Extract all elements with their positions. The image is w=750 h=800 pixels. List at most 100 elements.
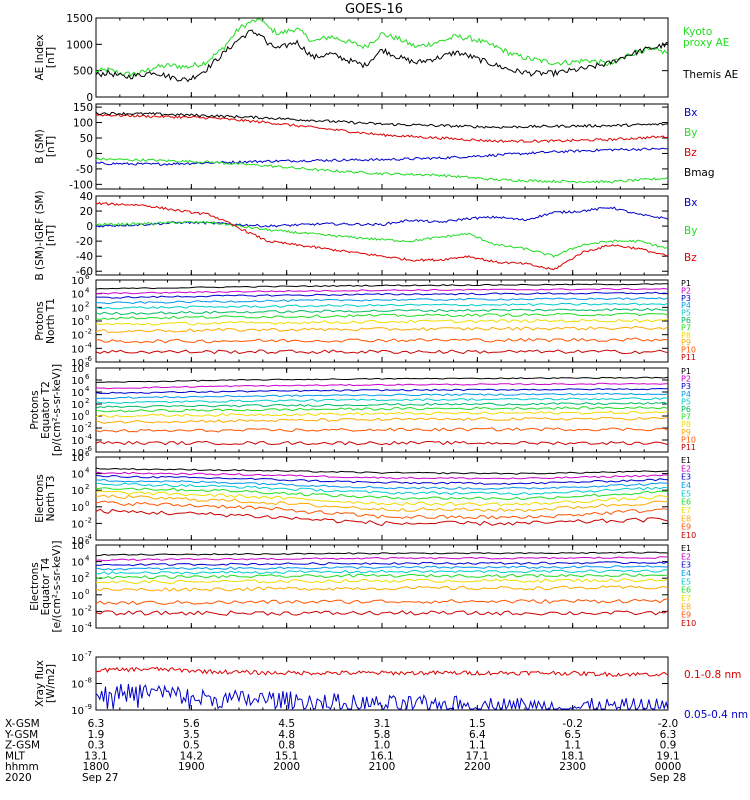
- channel-label: P7: [681, 323, 691, 332]
- plot-title: GOES-16: [345, 2, 403, 17]
- legend-label: By: [684, 127, 697, 139]
- y-tick-label: 10: [71, 503, 84, 514]
- channel-line-E10: [95, 508, 669, 527]
- legend-label: proxy AE: [683, 37, 729, 49]
- legend-label: Bx: [684, 197, 697, 209]
- y-tick-label: 100: [73, 118, 93, 130]
- x-axis-value: 16.1: [370, 750, 393, 762]
- y-tick-label: 10: [71, 290, 84, 301]
- x-axis-value: 0.9: [660, 740, 677, 752]
- y-tick-label: -100: [69, 179, 93, 191]
- x-axis-value: 4.5: [278, 718, 295, 730]
- channel-label: P6: [681, 405, 691, 414]
- x-axis-row-label: 2020: [5, 772, 32, 784]
- x-axis-value: 4.8: [278, 729, 295, 741]
- y-tick-label: 10: [71, 436, 84, 447]
- y-tick-exponent: 6: [85, 538, 90, 546]
- channel-label: E9: [681, 523, 691, 532]
- db-ylabel-line: [nT]: [45, 225, 57, 246]
- y-tick-exponent: -4: [85, 533, 93, 541]
- legend-label: Themis AE: [682, 69, 738, 81]
- channel-line-E9: [95, 500, 669, 520]
- y-tick-label: -50: [76, 164, 93, 176]
- x-axis-row-label: Y-GSM: [4, 729, 38, 741]
- channel-line-E5: [96, 482, 669, 496]
- x-axis-value: 1.5: [469, 718, 486, 730]
- y-tick-exponent: 4: [85, 287, 90, 295]
- x-axis-value: 3.5: [183, 729, 200, 741]
- channel-label: E9: [681, 611, 691, 620]
- channel-line-P7: [96, 406, 669, 413]
- x-axis-value: 19.1: [656, 750, 679, 762]
- x-axis-value: 5.8: [374, 729, 391, 741]
- db-ylabel-line: B (SM)-IGRF (SM): [34, 190, 46, 280]
- y-tick-label: 10: [71, 486, 84, 497]
- x-axis-value: 3.1: [374, 718, 391, 730]
- channel-label: E10: [681, 531, 696, 540]
- channel-line-P2: [95, 382, 669, 390]
- y-tick-exponent: -9: [85, 703, 92, 711]
- channel-label: P10: [681, 435, 696, 444]
- y-tick-exponent: 0: [85, 409, 89, 417]
- channel-line-E5: [96, 569, 669, 575]
- channel-line-E6: [95, 573, 669, 580]
- channel-label: P4: [681, 390, 691, 399]
- x-axis-value: 2300: [559, 761, 586, 773]
- channel-line-E4: [95, 478, 668, 490]
- channel-label: E5: [681, 489, 691, 498]
- y-tick-exponent: 0: [85, 500, 89, 508]
- y-tick-label: 0: [86, 148, 93, 160]
- x-axis-value: 15.1: [275, 750, 298, 762]
- channel-label: E6: [681, 586, 691, 595]
- y-tick-label: 10: [71, 574, 84, 585]
- x-axis-value: Sep 27: [82, 772, 119, 784]
- channel-label: P8: [681, 420, 691, 429]
- ee-ylabel-line: Electrons: [29, 562, 41, 611]
- y-tick-label: 10: [71, 448, 84, 459]
- legend-label: Bz: [684, 147, 697, 159]
- y-tick-label: 10: [71, 400, 84, 411]
- y-tick-label: 500: [73, 66, 93, 78]
- en-ylabel-line: Electrons: [34, 474, 46, 523]
- y-tick-exponent: 8: [85, 361, 89, 369]
- series-line-kyoto-proxy-ae: [95, 18, 669, 77]
- y-tick-exponent: -6: [85, 445, 93, 453]
- channel-line-E8: [95, 494, 669, 513]
- xray-ylabel-line: Xray flux: [34, 660, 46, 707]
- x-axis-row-label: hhmm: [5, 761, 39, 773]
- channel-line-P6: [95, 401, 669, 409]
- y-tick-label: 10: [71, 536, 84, 547]
- channel-line-P1: [95, 283, 669, 290]
- xray-ylabel-line: [W/m2]: [45, 664, 57, 703]
- x-axis-value: 5.6: [183, 718, 200, 730]
- channel-label: P3: [681, 382, 691, 391]
- y-tick-label: 10: [71, 470, 84, 481]
- channel-label: P11: [681, 443, 696, 452]
- channel-label: E7: [681, 594, 691, 603]
- y-tick-label: 50: [80, 133, 93, 145]
- y-tick-exponent: -6: [85, 355, 93, 363]
- y-tick-label: 0: [86, 92, 93, 104]
- y-tick-exponent: -7: [85, 650, 92, 658]
- channel-line-P9: [95, 325, 669, 334]
- y-tick-label: 10: [71, 558, 84, 569]
- y-tick-label: 0: [86, 221, 93, 233]
- channel-line-E9: [95, 598, 669, 606]
- series-line-xray: [95, 666, 669, 678]
- y-tick-label: 10: [71, 607, 84, 618]
- channel-label: P9: [681, 338, 691, 347]
- channel-label: E2: [681, 552, 691, 561]
- y-tick-label: 10: [71, 591, 84, 602]
- pe-ylabel-line: [p/(cm²-s-sr-keV)]: [51, 364, 63, 456]
- channel-label: E7: [681, 506, 691, 515]
- y-tick-exponent: 2: [85, 571, 89, 579]
- y-tick-exponent: -2: [85, 604, 92, 612]
- channel-label: E1: [681, 456, 691, 465]
- x-axis-value: -2.0: [658, 718, 679, 730]
- panel-xray: Xray flux [W/m2]10-710-810 -90.1-0.8 nm0.0…: [34, 650, 748, 721]
- ae-ylabel-line: [nT]: [45, 47, 57, 68]
- legend-label: Bx: [684, 107, 697, 119]
- pn-ylabel-line: Protons: [34, 301, 46, 340]
